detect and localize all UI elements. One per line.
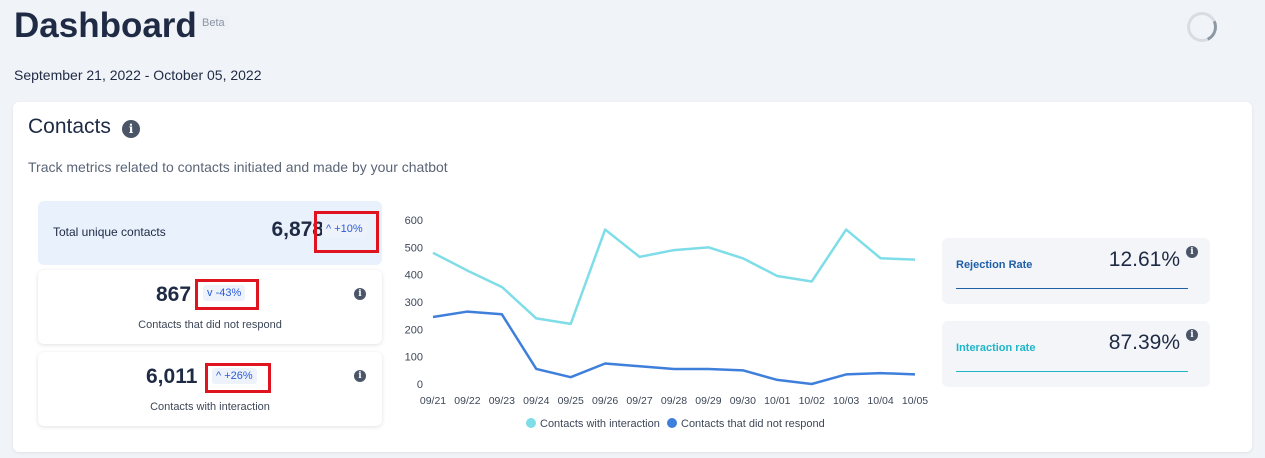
legend-label: Contacts with interaction xyxy=(540,418,660,430)
total-contacts-value: 6,878 xyxy=(271,218,324,241)
x-tick-label: 09/24 xyxy=(523,395,549,407)
series-line-no-response xyxy=(432,310,916,386)
no-response-label: Contacts that did not respond xyxy=(138,319,282,331)
rejection-rate-label: Rejection Rate xyxy=(956,259,1033,271)
x-tick-label: 10/04 xyxy=(867,395,893,407)
legend-marker xyxy=(526,418,536,428)
total-contacts-label: Total unique contacts xyxy=(53,225,166,239)
y-tick-label: 300 xyxy=(405,297,423,309)
y-tick-label: 0 xyxy=(417,379,423,391)
info-icon[interactable]: i xyxy=(354,288,366,300)
interaction-label: Contacts with interaction xyxy=(150,401,270,413)
info-icon[interactable]: i xyxy=(1186,246,1198,258)
legend-marker xyxy=(667,418,677,428)
chevron-up-icon: ^ xyxy=(216,370,222,382)
x-tick-label: 10/03 xyxy=(833,395,859,407)
interaction-rate-card: Interaction rate 87.39% i xyxy=(942,321,1210,387)
chevron-down-icon: v xyxy=(207,287,213,299)
x-tick-label: 09/28 xyxy=(661,395,687,407)
y-tick-label: 200 xyxy=(405,324,423,336)
interaction-rate-underline xyxy=(956,371,1188,372)
no-response-value: 867 xyxy=(156,283,192,306)
rejection-rate-card: Rejection Rate 12.61% i xyxy=(942,238,1210,304)
y-tick-label: 400 xyxy=(405,270,423,282)
info-icon[interactable]: i xyxy=(1186,329,1198,341)
y-tick-label: 100 xyxy=(405,352,423,364)
total-contacts-card[interactable]: Total unique contacts 6,878 ^ +10% xyxy=(38,201,382,265)
highlight-box xyxy=(205,363,271,393)
chart-svg: 0 100 200 300 400 500 600 09/21 09/22 09/23 09/24 0… xyxy=(405,215,929,430)
interaction-card[interactable]: 6,011 ^ +26% i Contacts with interaction xyxy=(38,352,382,426)
page-title: Dashboard xyxy=(14,6,197,45)
x-tick-label: 09/30 xyxy=(730,395,756,407)
info-icon[interactable]: i xyxy=(354,370,366,382)
x-tick-label: 10/02 xyxy=(799,395,825,407)
x-tick-label: 09/26 xyxy=(592,395,618,407)
chevron-up-icon: ^ xyxy=(326,223,332,235)
series-line-interaction xyxy=(432,228,916,326)
x-tick-label: 09/27 xyxy=(626,395,652,407)
x-tick-label: 09/25 xyxy=(558,395,584,407)
contacts-title: Contacts xyxy=(28,115,111,138)
date-range[interactable]: September 21, 2022 - October 05, 2022 xyxy=(14,67,262,83)
x-tick-label: 09/29 xyxy=(695,395,721,407)
info-icon[interactable]: i xyxy=(122,120,140,138)
rejection-rate-value: 12.61% xyxy=(1108,248,1180,271)
interaction-rate-label: Interaction rate xyxy=(956,342,1036,354)
x-tick-label: 09/22 xyxy=(454,395,480,407)
contacts-card: Contacts i Track metrics related to cont… xyxy=(13,102,1252,452)
x-tick-label: 10/05 xyxy=(902,395,928,407)
interaction-trend-value: +26% xyxy=(224,370,253,382)
no-response-trend-badge: v -43% xyxy=(203,285,246,301)
x-tick-label: 10/01 xyxy=(764,395,790,407)
interaction-rate-value: 87.39% xyxy=(1108,331,1180,354)
interaction-trend-badge: ^ +26% xyxy=(212,368,257,384)
no-response-card[interactable]: 867 v -43% i Contacts that did not respo… xyxy=(38,270,382,344)
legend-label: Contacts that did not respond xyxy=(681,418,825,430)
y-tick-label: 600 xyxy=(405,215,423,227)
total-trend-value: +10% xyxy=(334,223,363,235)
highlight-box xyxy=(314,211,379,253)
y-tick-label: 500 xyxy=(405,242,423,254)
interaction-value: 6,011 xyxy=(146,365,198,388)
highlight-box xyxy=(195,279,259,310)
x-tick-label: 09/21 xyxy=(420,395,446,407)
no-response-trend-value: -43% xyxy=(215,287,242,299)
rejection-rate-underline xyxy=(956,288,1188,289)
total-trend-badge: ^ +10% xyxy=(322,221,367,237)
x-tick-label: 09/23 xyxy=(489,395,515,407)
beta-badge: Beta xyxy=(198,16,229,30)
contacts-line-chart: 0 100 200 300 400 500 600 09/21 09/22 09/23 09/24 0… xyxy=(393,206,933,446)
loading-spinner-icon xyxy=(1182,7,1222,47)
contacts-subtitle: Track metrics related to contacts initia… xyxy=(28,159,448,175)
